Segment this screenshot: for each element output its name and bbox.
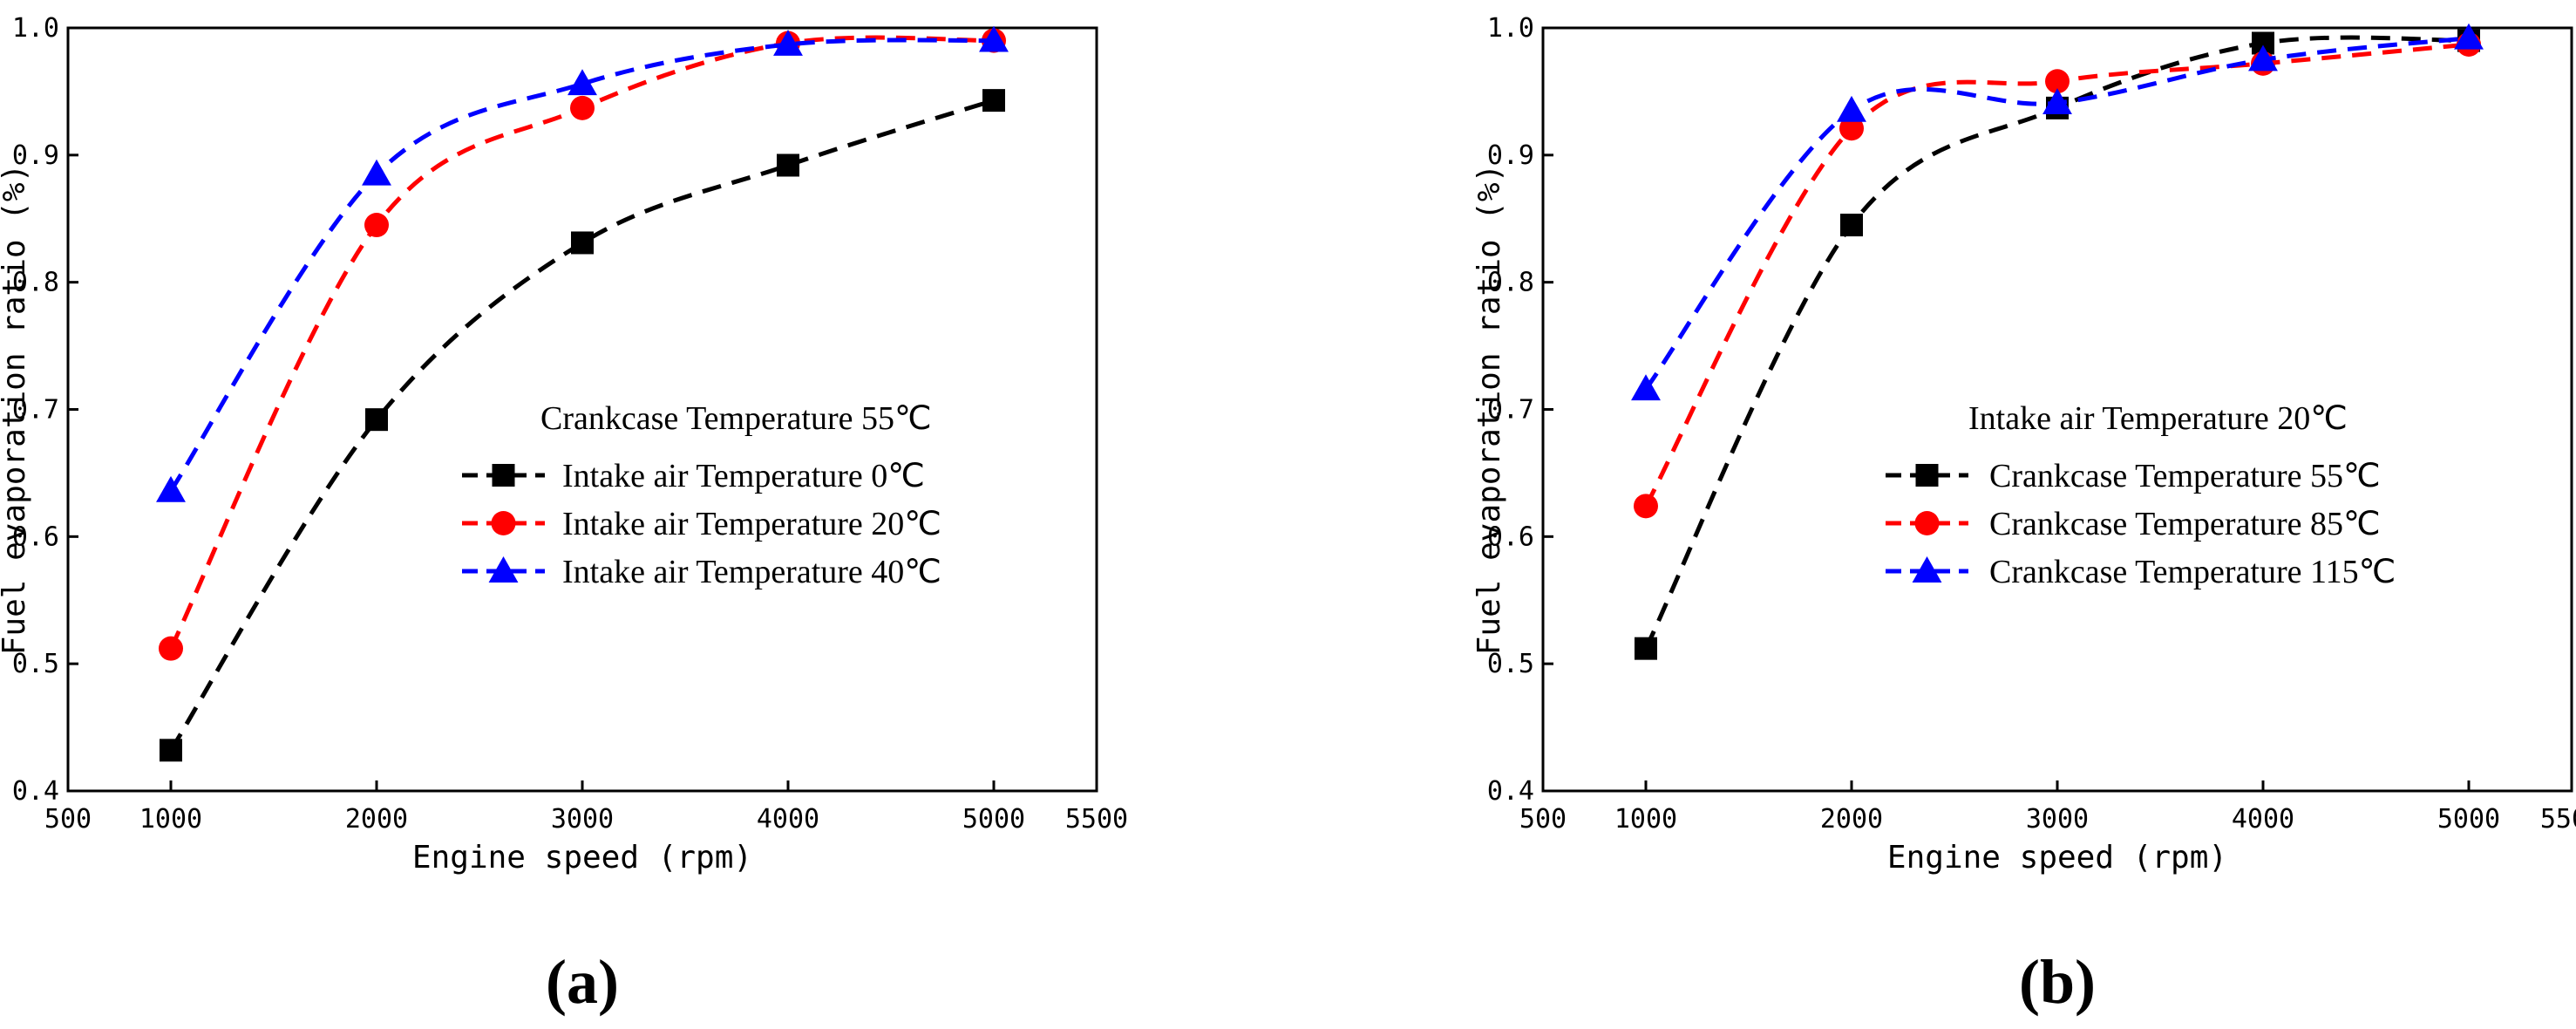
x-tick-label: 5500 (1065, 804, 1128, 835)
data-point-2-2 (2042, 88, 2072, 114)
legend-marker-0 (492, 464, 515, 487)
data-point-0-1 (365, 408, 388, 432)
series-line-1 (1643, 42, 2470, 508)
legend: Crankcase Temperature 55℃ Intake air Temp… (462, 400, 941, 590)
x-tick-label: 500 (44, 804, 92, 835)
legend-title: Crankcase Temperature 55℃ (540, 400, 932, 437)
y-tick-label: 0.6 (12, 521, 59, 552)
data-point-2-3 (773, 30, 803, 56)
series-line-0 (168, 98, 995, 752)
legend-label-1: Intake air Temperature 20℃ (562, 506, 941, 542)
data-point-1-2 (2045, 69, 2070, 94)
x-axis-title: Engine speed (rpm) (1887, 840, 2227, 876)
legend-label-2: Intake air Temperature 40℃ (562, 554, 941, 590)
legend-marker-1 (491, 511, 516, 535)
data-point-1-2 (570, 95, 595, 120)
legend-marker-2 (488, 556, 519, 583)
y-tick-label: 0.4 (12, 776, 59, 807)
data-point-2-2 (568, 69, 597, 96)
y-tick-label: 0.7 (1487, 395, 1534, 426)
y-tick-label: 0.4 (1487, 776, 1534, 807)
x-axis-title: Engine speed (rpm) (412, 840, 752, 876)
y-tick-label: 0.5 (1487, 649, 1534, 679)
data-point-1-0 (1634, 494, 1658, 519)
x-tick-label: 1000 (139, 804, 202, 835)
series-line-2 (1643, 36, 2470, 391)
x-tick-label: 3000 (551, 804, 614, 835)
chart-panel-a: 0.4 0.5 0.6 0.7 0.8 0.9 1.0 500 1000 2000 3000 4000… (0, 13, 1128, 1017)
panel-label: (b) (2019, 947, 2096, 1017)
y-tick-label: 1.0 (1487, 13, 1534, 44)
data-point-1-0 (159, 636, 183, 661)
data-point-2-0 (1631, 374, 1661, 401)
x-tick-label: 2000 (345, 804, 408, 835)
x-tick-label: 5500 (2540, 804, 2576, 835)
data-point-0-0 (1635, 637, 1657, 660)
chart-panel-b: 0.4 0.5 0.6 0.7 0.8 0.9 1.0 500 1000 2000 3000 4000… (1472, 13, 2576, 1017)
y-tick-label: 0.9 (12, 140, 59, 171)
y-tick-label: 0.6 (1487, 521, 1534, 552)
data-point-2-4 (2454, 23, 2484, 50)
data-point-0-0 (160, 739, 182, 762)
y-tick-label: 0.8 (12, 268, 59, 298)
data-point-0-4 (982, 89, 1005, 112)
x-tick-label: 4000 (757, 804, 819, 835)
y-tick-label: 0.9 (1487, 140, 1534, 171)
data-point-0-1 (1840, 214, 1863, 237)
panel-label: (a) (546, 947, 619, 1017)
y-axis-title: Fuel evaporation ratio (%) (1472, 164, 1507, 656)
y-tick-label: 0.5 (12, 649, 59, 679)
data-point-2-1 (1837, 95, 1866, 122)
x-tick-label: 5000 (962, 804, 1025, 835)
data-point-1-1 (364, 213, 389, 238)
legend-label-0: Crankcase Temperature 55℃ (1989, 458, 2381, 494)
data-point-2-3 (2248, 44, 2278, 72)
data-point-1-1 (1839, 116, 1864, 141)
data-point-0-3 (777, 153, 799, 177)
legend-marker-2 (1912, 556, 1942, 583)
legend-label-1: Crankcase Temperature 85℃ (1989, 506, 2381, 542)
legend-label-0: Intake air Temperature 0℃ (562, 458, 925, 494)
legend-marker-1 (1914, 511, 1940, 535)
y-tick-label: 0.7 (12, 395, 59, 426)
data-point-2-0 (156, 475, 186, 502)
y-tick-label: 1.0 (12, 13, 59, 44)
data-point-2-4 (979, 25, 1009, 52)
x-tick-label: 5000 (2437, 804, 2500, 835)
legend-marker-0 (1915, 464, 1939, 487)
x-tick-label: 2000 (1820, 804, 1883, 835)
x-tick-label: 1000 (1614, 804, 1677, 835)
y-tick-label: 0.8 (1487, 268, 1534, 298)
legend-title: Intake air Temperature 20℃ (1968, 400, 2348, 437)
x-tick-label: 3000 (2026, 804, 2089, 835)
x-tick-label: 500 (1519, 804, 1567, 835)
legend-label-2: Crankcase Temperature 115℃ (1989, 554, 2396, 590)
data-point-2-1 (362, 159, 391, 186)
data-point-0-2 (571, 231, 594, 255)
x-tick-label: 4000 (2232, 804, 2294, 835)
series-line-2 (168, 37, 995, 493)
y-axis-title: Fuel evaporation ratio (%) (0, 164, 32, 656)
legend: Intake air Temperature 20℃ Crankcase Temp… (1886, 400, 2396, 590)
